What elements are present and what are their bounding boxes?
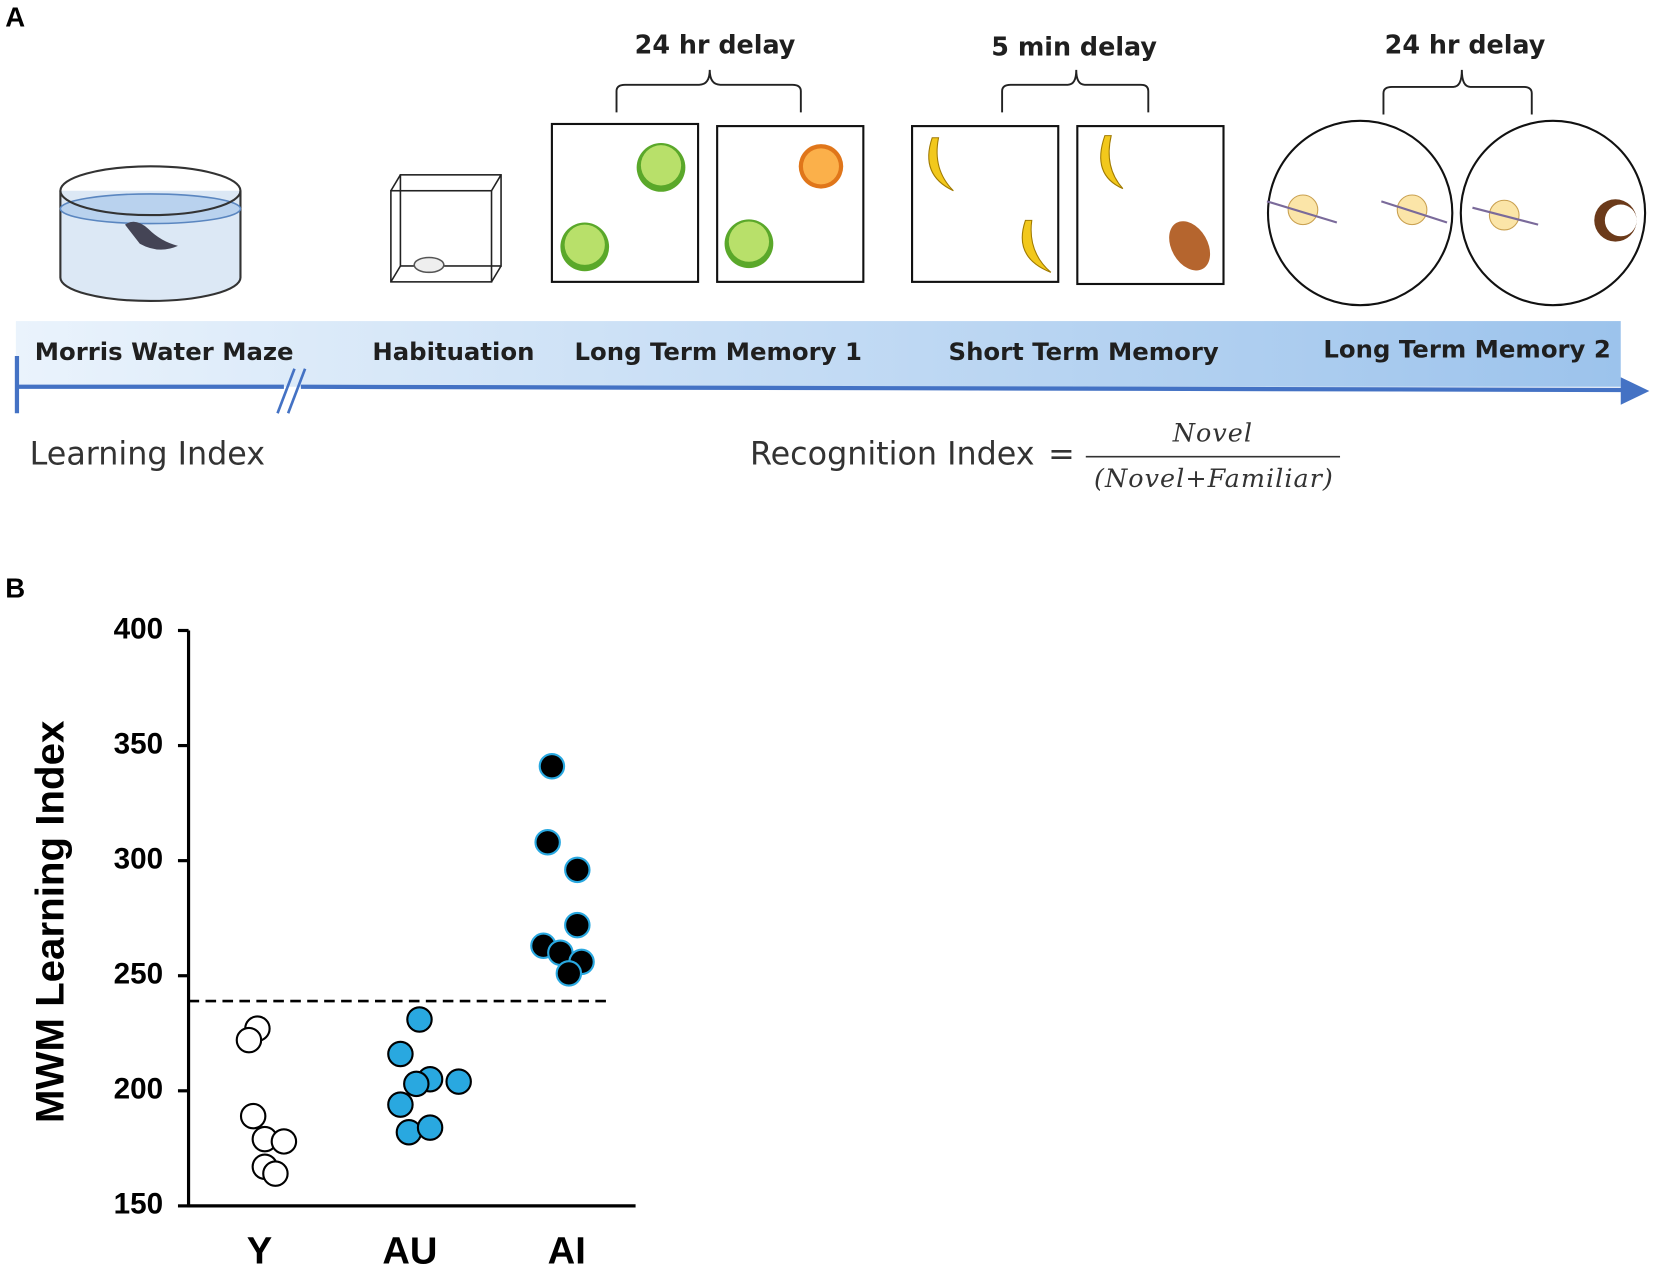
data-point xyxy=(235,1026,263,1054)
data-point xyxy=(403,1070,430,1098)
stage-label: Short Term Memory xyxy=(949,337,1219,366)
panel-label: B xyxy=(5,573,25,604)
data-point xyxy=(564,911,591,939)
y-tick-label: 400 xyxy=(114,612,163,645)
timeline-band xyxy=(15,321,1621,387)
delay-label: 24 hr delay xyxy=(635,30,796,60)
formula-denominator: (Novel+Familiar) xyxy=(1094,463,1334,493)
x-tick-label: AI xyxy=(548,1230,586,1273)
learning-index-label: Learning Index xyxy=(30,437,265,473)
data-point xyxy=(406,1006,433,1033)
data-point xyxy=(387,1091,414,1118)
equals-sign: = xyxy=(1048,437,1075,473)
stage-label: Morris Water Maze xyxy=(35,337,294,366)
data-point xyxy=(416,1114,444,1141)
y-tick-label: 350 xyxy=(114,727,163,760)
delay-label: 24 hr delay xyxy=(1385,30,1546,60)
delay-label: 5 min delay xyxy=(991,32,1157,62)
y-tick-label: 150 xyxy=(114,1188,163,1221)
y-tick-label: 300 xyxy=(114,842,163,875)
brace xyxy=(615,69,1533,115)
data-point xyxy=(270,1128,298,1155)
x-tick-label: Y xyxy=(247,1230,272,1273)
stage-label: Long Term Memory 1 xyxy=(574,337,861,366)
formula-numerator: Novel xyxy=(1172,417,1253,447)
arena-stm xyxy=(911,125,1225,286)
x-tick-label: AU xyxy=(382,1230,437,1273)
arena-ltm2 xyxy=(1266,119,1647,307)
y-tick-label: 200 xyxy=(114,1073,163,1106)
scatter-plot: MWM Learning Index 150 200 250 300 350 400 Y AU A… xyxy=(28,612,636,1273)
data-point xyxy=(538,753,566,780)
data-point xyxy=(564,856,591,884)
habituation-box-icon xyxy=(390,174,502,283)
stage-label: Habituation xyxy=(372,337,534,366)
stage-label: Long Term Memory 2 xyxy=(1323,335,1610,364)
y-tick-label: 250 xyxy=(114,958,163,991)
data-point xyxy=(262,1160,289,1187)
y-axis-label: MWM Learning Index xyxy=(28,720,73,1123)
data-point xyxy=(239,1102,267,1130)
data-point xyxy=(555,960,583,987)
data-point xyxy=(395,1118,423,1146)
data-point xyxy=(387,1040,414,1068)
arena-ltm1 xyxy=(550,122,865,283)
data-point xyxy=(445,1068,472,1095)
recognition-index-label: Recognition Index xyxy=(750,437,1035,473)
data-point xyxy=(534,828,561,856)
panel-label: A xyxy=(5,1,25,32)
timeline-arrow xyxy=(14,356,1650,414)
water-maze-icon xyxy=(59,165,242,303)
